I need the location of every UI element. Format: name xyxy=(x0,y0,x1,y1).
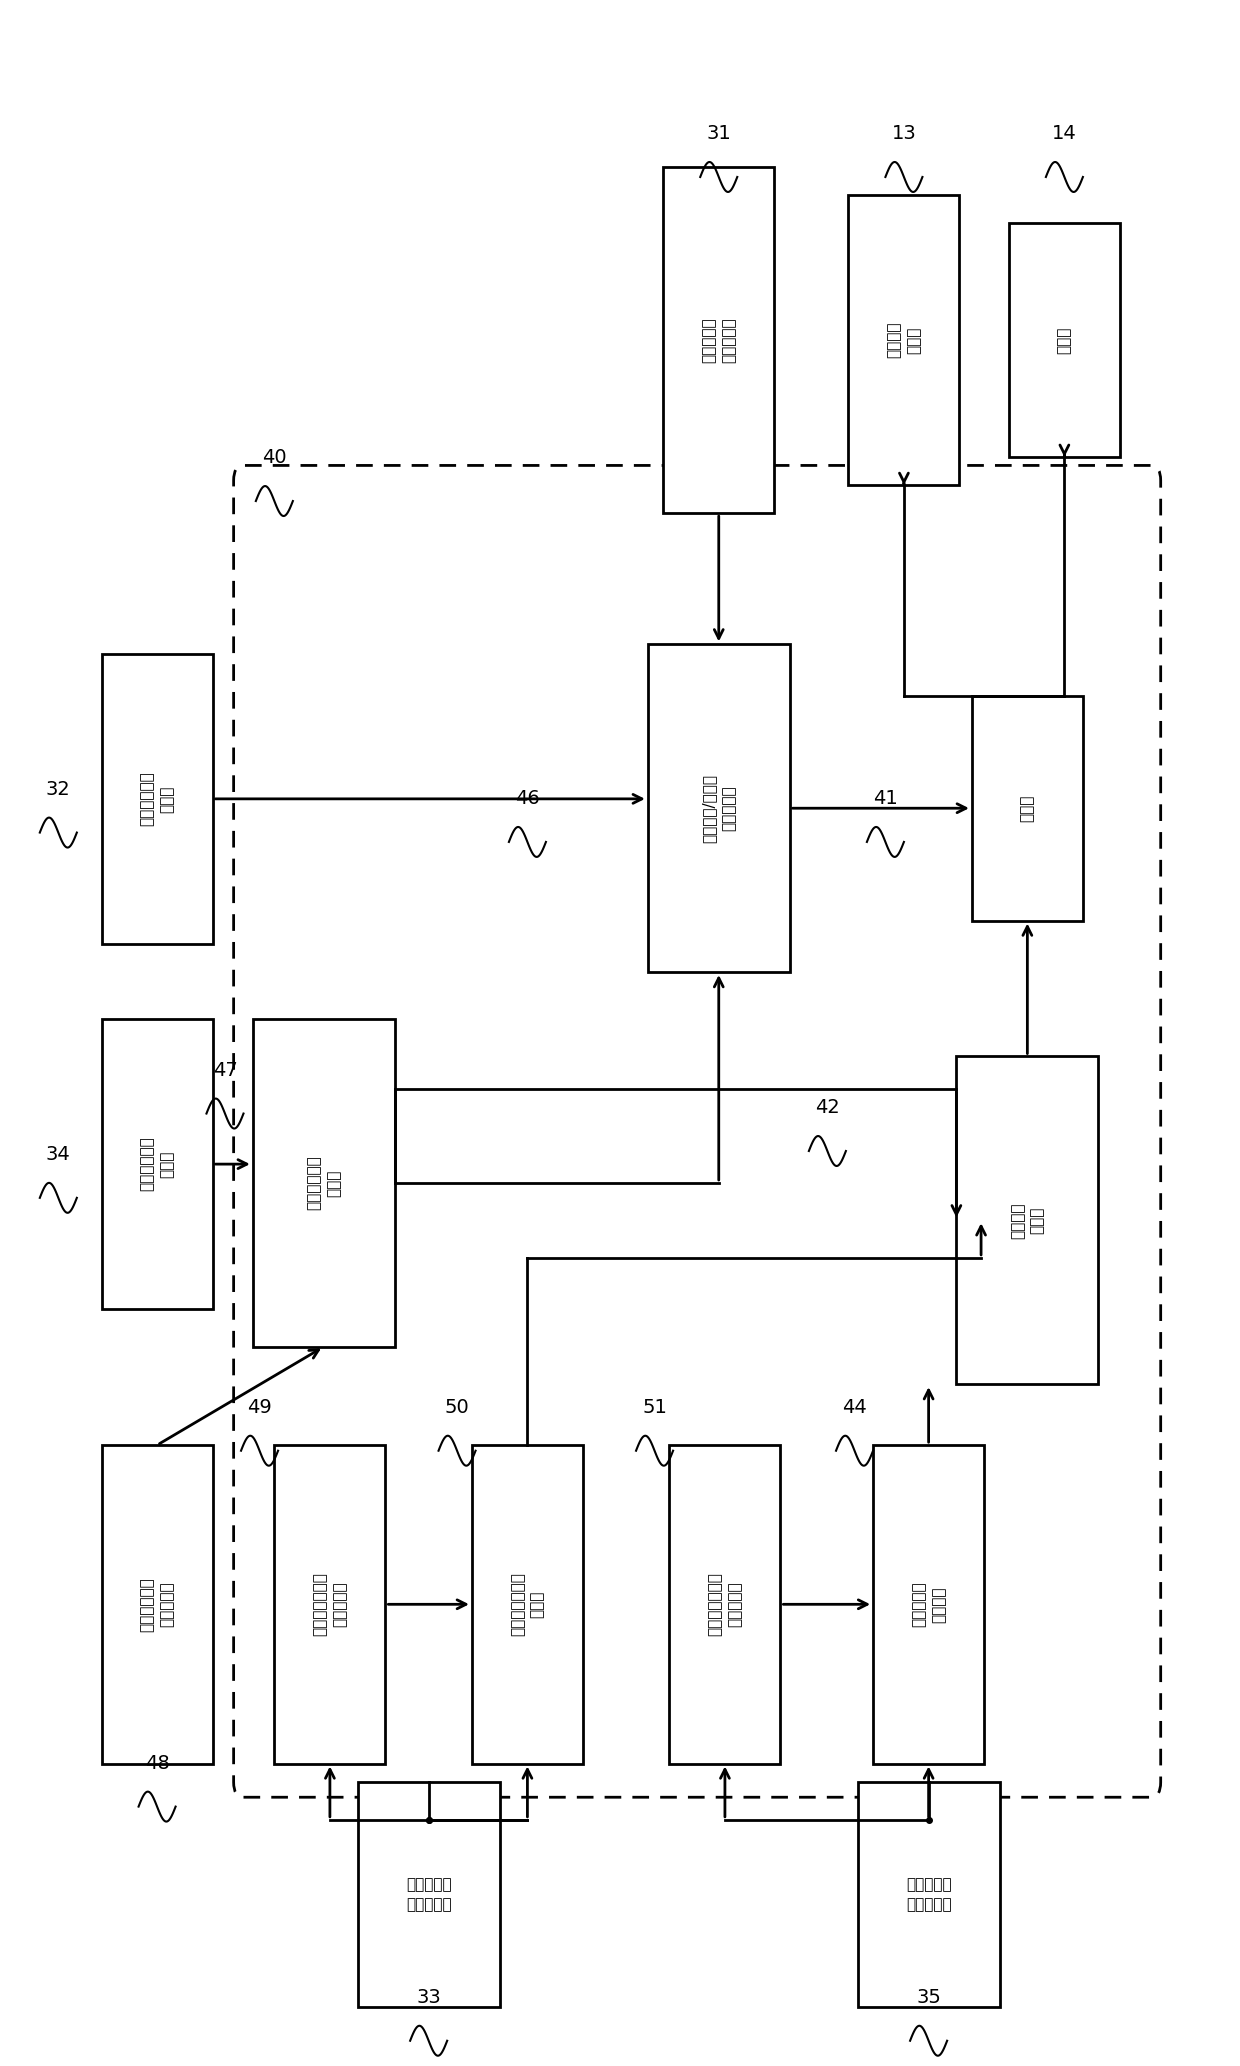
Text: 41: 41 xyxy=(873,789,898,808)
Text: 50: 50 xyxy=(445,1399,470,1417)
Text: 13: 13 xyxy=(892,124,916,143)
Bar xyxy=(102,1019,212,1310)
Bar xyxy=(873,1444,985,1764)
Bar xyxy=(663,167,774,512)
Text: 发动机废气规定
温度设定部: 发动机废气规定 温度设定部 xyxy=(312,1572,347,1636)
Text: 35: 35 xyxy=(916,1987,941,2006)
Text: 脱硝反应器
温度传感器: 脱硝反应器 温度传感器 xyxy=(905,1878,951,1911)
Text: 锅炉废气压力
传感器: 锅炉废气压力 传感器 xyxy=(140,771,175,826)
Text: 发动机废气
压力传感器: 发动机废气 压力传感器 xyxy=(702,316,737,364)
Bar xyxy=(253,1019,394,1347)
Text: 31: 31 xyxy=(707,124,732,143)
Text: 32: 32 xyxy=(46,779,71,800)
Text: 锅炉废气
控制阀: 锅炉废气 控制阀 xyxy=(887,322,921,357)
Text: 送风机: 送风机 xyxy=(1056,326,1071,353)
Bar xyxy=(972,696,1083,921)
Text: 34: 34 xyxy=(46,1145,71,1163)
Text: 加热需要与
否判定部: 加热需要与 否判定部 xyxy=(911,1580,946,1628)
Text: 47: 47 xyxy=(212,1060,237,1081)
Text: 46: 46 xyxy=(515,789,539,808)
Text: 脱硝反应器规定
温度设定部: 脱硝反应器规定 温度设定部 xyxy=(708,1572,743,1636)
Text: 44: 44 xyxy=(842,1399,867,1417)
Text: 49: 49 xyxy=(247,1399,272,1417)
Text: 发动机废气
温度传感器: 发动机废气 温度传感器 xyxy=(405,1878,451,1911)
Bar xyxy=(647,645,790,973)
Bar xyxy=(848,194,960,486)
Text: 锅炉废气温度
比较部: 锅炉废气温度 比较部 xyxy=(306,1155,341,1211)
Text: 锅炉废气/发动机
废气比较部: 锅炉废气/发动机 废气比较部 xyxy=(702,775,737,843)
Text: 14: 14 xyxy=(1052,124,1076,143)
Bar xyxy=(956,1056,1099,1384)
Text: 锅炉废气规定
温度设定部: 锅炉废气规定 温度设定部 xyxy=(140,1576,175,1632)
Text: 42: 42 xyxy=(815,1099,839,1118)
Text: 锅炉废气温度
传感器: 锅炉废气温度 传感器 xyxy=(140,1136,175,1192)
Bar xyxy=(858,1783,999,2006)
Text: 51: 51 xyxy=(642,1399,667,1417)
Text: 操作部: 操作部 xyxy=(1019,795,1035,822)
Bar xyxy=(1009,223,1120,457)
Bar xyxy=(472,1444,583,1764)
Text: 48: 48 xyxy=(145,1754,170,1773)
Text: 33: 33 xyxy=(417,1987,441,2006)
Bar xyxy=(670,1444,780,1764)
Bar xyxy=(102,653,212,944)
Text: 40: 40 xyxy=(262,448,286,467)
Bar xyxy=(102,1444,212,1764)
Bar xyxy=(274,1444,386,1764)
Text: 加热执行
判定部: 加热执行 判定部 xyxy=(1009,1202,1045,1238)
Bar xyxy=(357,1783,500,2006)
Text: 发动机废气温度
比较部: 发动机废气温度 比较部 xyxy=(510,1572,544,1636)
